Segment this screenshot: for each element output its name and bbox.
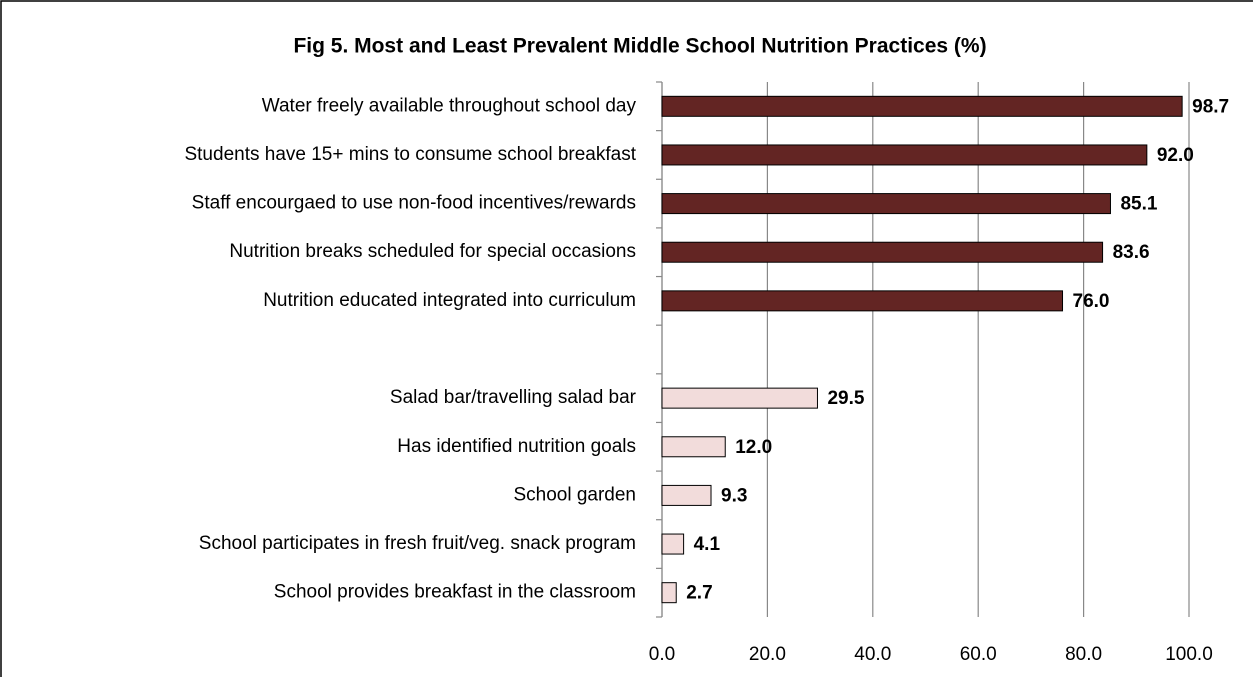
y-tick-label: School provides breakfast in the classro… <box>274 582 636 603</box>
bar <box>661 533 685 555</box>
bar <box>661 582 677 604</box>
bar <box>661 193 1111 215</box>
x-tick-label: 80.0 <box>1065 644 1102 665</box>
value-label: 2.7 <box>686 583 712 604</box>
value-label: 76.0 <box>1073 291 1110 312</box>
y-tick-label: Has identified nutrition goals <box>397 436 636 457</box>
x-tick-label: 40.0 <box>854 644 891 665</box>
y-tick-label: School garden <box>513 484 636 505</box>
value-label: 12.0 <box>735 437 772 458</box>
y-tick-label: Staff encourgaed to use non-food incenti… <box>192 193 636 214</box>
value-label: 98.7 <box>1192 96 1229 117</box>
value-label: 85.1 <box>1120 194 1157 215</box>
y-tick-label: Nutrition breaks scheduled for special o… <box>229 241 636 262</box>
x-tick-label: 60.0 <box>960 644 997 665</box>
chart-title: Fig 5. Most and Least Prevalent Middle S… <box>293 35 986 58</box>
value-label: 92.0 <box>1157 145 1194 166</box>
y-tick-label: Salad bar/travelling salad bar <box>390 387 637 408</box>
value-label: 4.1 <box>694 534 721 555</box>
value-label: 29.5 <box>827 388 864 409</box>
y-tick-label: Water freely available throughout school… <box>262 95 637 116</box>
y-tick-label: Nutrition educated integrated into curri… <box>263 290 636 311</box>
bar <box>661 241 1104 263</box>
bar <box>661 144 1148 166</box>
bar <box>661 290 1064 312</box>
y-tick-label: School participates in fresh fruit/veg. … <box>199 533 636 554</box>
value-label: 83.6 <box>1113 242 1150 263</box>
bar <box>661 387 818 409</box>
bar <box>661 95 1183 117</box>
x-tick-label: 0.0 <box>649 644 675 665</box>
y-tick-label: Students have 15+ mins to consume school… <box>184 144 636 165</box>
bar <box>661 484 712 506</box>
bar <box>661 436 726 458</box>
x-tick-label: 20.0 <box>749 644 786 665</box>
x-tick-label: 100.0 <box>1165 644 1213 665</box>
value-label: 9.3 <box>721 485 747 506</box>
